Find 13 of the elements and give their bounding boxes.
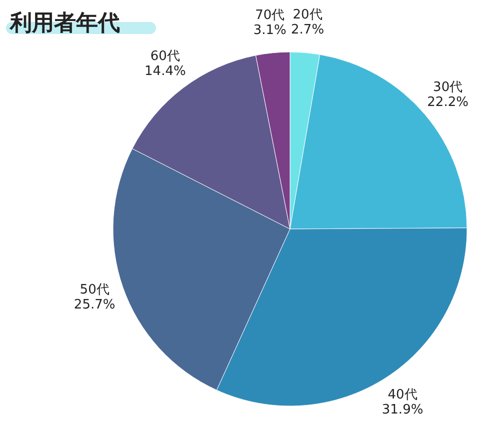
slice-label: 60代 [150,48,180,64]
data-label: 3.1% [253,22,286,38]
data-label: 22.2% [427,95,468,110]
slice-label: 20代 [292,8,322,23]
data-label: 2.7% [291,22,324,38]
data-label: 31.9% [382,402,424,418]
data-label: 25.7% [74,297,116,312]
chart-title: 利用者年代 [9,11,120,36]
slice-label: 30代 [433,80,463,96]
slice-label: 50代 [80,282,110,298]
data-label: 14.4% [144,64,186,79]
slice-label: 40代 [388,388,418,403]
slice-label: 70代 [255,8,285,23]
